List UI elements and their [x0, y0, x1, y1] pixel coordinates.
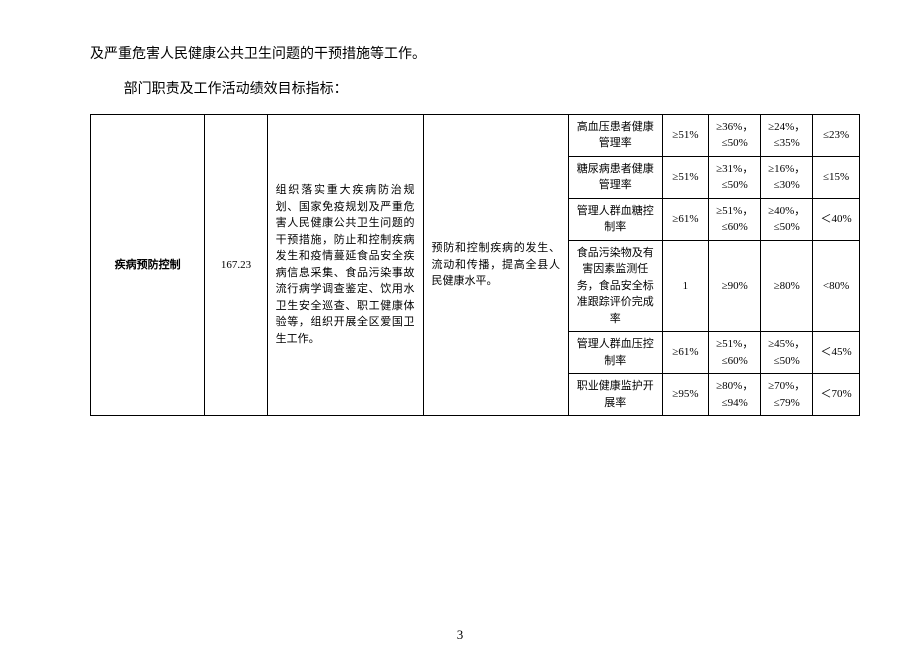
cell-c1: ≥61% — [662, 198, 709, 240]
cell-c4: ≤15% — [813, 156, 860, 198]
cell-desc2: 预防和控制疾病的发生、流动和传播，提高全县人民健康水平。 — [423, 114, 568, 416]
cell-indicator-name: 管理人群血压控制率 — [569, 332, 663, 374]
intro-line-2: 部门职责及工作活动绩效目标指标： — [90, 75, 860, 106]
cell-c3: ≥80% — [761, 240, 813, 332]
cell-c4: ＜40% — [813, 198, 860, 240]
cell-c2: ≥31%，≤50% — [709, 156, 761, 198]
intro-line-1: 及严重危害人民健康公共卫生问题的干预措施等工作。 — [90, 40, 860, 71]
cell-c1: ≥51% — [662, 156, 709, 198]
page-number: 3 — [0, 627, 920, 643]
cell-c4: ＜45% — [813, 332, 860, 374]
cell-c2: ≥80%，≤94% — [709, 374, 761, 416]
cell-indicator-name: 职业健康监护开展率 — [569, 374, 663, 416]
cell-c1: ≥95% — [662, 374, 709, 416]
cell-c4: <80% — [813, 240, 860, 332]
cell-c2: ≥51%，≤60% — [709, 198, 761, 240]
cell-indicator-name: 糖尿病患者健康管理率 — [569, 156, 663, 198]
cell-c1: 1 — [662, 240, 709, 332]
cell-c2: ≥36%，≤50% — [709, 114, 761, 156]
cell-c2: ≥51%，≤60% — [709, 332, 761, 374]
cell-c4: ≤23% — [813, 114, 860, 156]
table-row: 疾病预防控制 167.23 组织落实重大疾病防治规划、国家免疫规划及严重危害人民… — [91, 114, 860, 156]
cell-c1: ≥61% — [662, 332, 709, 374]
page-container: 及严重危害人民健康公共卫生问题的干预措施等工作。 部门职责及工作活动绩效目标指标… — [0, 0, 920, 651]
cell-c2: ≥90% — [709, 240, 761, 332]
cell-c4: ＜70% — [813, 374, 860, 416]
cell-c1: ≥51% — [662, 114, 709, 156]
data-table: 疾病预防控制 167.23 组织落实重大疾病防治规划、国家免疫规划及严重危害人民… — [90, 114, 860, 417]
cell-desc1: 组织落实重大疾病防治规划、国家免疫规划及严重危害人民健康公共卫生问题的干预措施，… — [267, 114, 423, 416]
cell-indicator-name: 高血压患者健康管理率 — [569, 114, 663, 156]
cell-category: 疾病预防控制 — [91, 114, 205, 416]
cell-c3: ≥45%，≤50% — [761, 332, 813, 374]
cell-c3: ≥24%，≤35% — [761, 114, 813, 156]
cell-indicator-name: 食品污染物及有害因素监测任务，食品安全标准跟踪评价完成率 — [569, 240, 663, 332]
cell-indicator-name: 管理人群血糖控制率 — [569, 198, 663, 240]
cell-c3: ≥70%，≤79% — [761, 374, 813, 416]
cell-c3: ≥16%，≤30% — [761, 156, 813, 198]
cell-value: 167.23 — [205, 114, 267, 416]
cell-c3: ≥40%，≤50% — [761, 198, 813, 240]
